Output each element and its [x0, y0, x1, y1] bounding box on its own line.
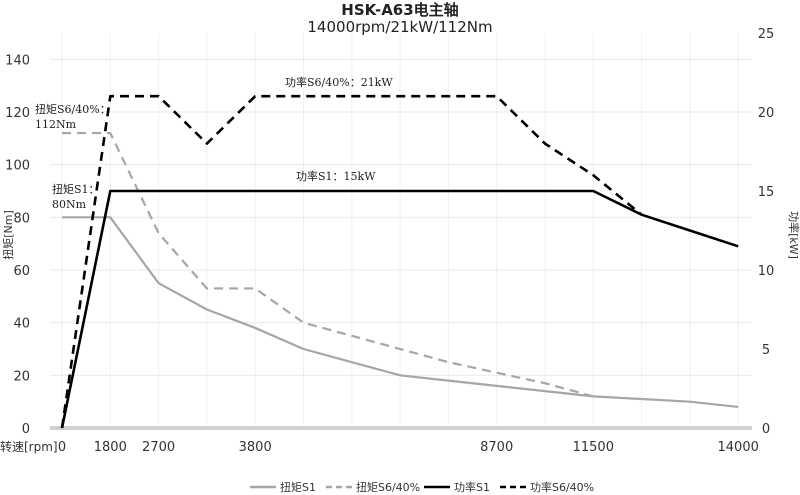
y2-tick-label: 20 [758, 106, 775, 121]
x-tick-label: 14000 [718, 440, 759, 455]
y-axis-label: 扭矩[Nm] [1, 210, 15, 260]
y2-tick-label: 5 [762, 343, 770, 358]
legend-label: 扭矩S1 [280, 480, 316, 494]
y-tick-label: 120 [5, 106, 30, 121]
legend: 扭矩S1 扭矩S6/40% 功率S1 功率S6/40% [250, 480, 594, 494]
y2-tick-label: 10 [758, 264, 775, 279]
legend-label: 扭矩S6/40% [356, 480, 420, 494]
y-tick-label: 0 [22, 422, 30, 437]
x-tick-label: 8700 [480, 440, 513, 455]
x-axis-label: 转速[rpm] [0, 439, 58, 454]
legend-item: 扭矩S1 [250, 480, 316, 494]
y2-tick-label: 15 [758, 185, 775, 200]
series-line-功率S1 [60, 189, 739, 429]
grid [50, 33, 752, 430]
x-tick-label: 11500 [573, 440, 614, 455]
annotation-torque-s6-line2: 112Nm [35, 118, 77, 131]
legend-label: 功率S1 [454, 480, 490, 494]
x-tick-label: 0 [58, 440, 66, 455]
legend-item: 扭矩S6/40% [326, 480, 420, 494]
y-tick-label: 60 [13, 264, 30, 279]
annotation-torque-s1-line1: 扭矩S1： [52, 182, 100, 196]
y-tick-label: 140 [5, 53, 30, 68]
y-tick-label: 40 [13, 317, 30, 332]
annotation-power-s1: 功率S1：15kW [296, 169, 376, 183]
legend-item: 功率S6/40% [500, 480, 594, 494]
x-tick-label: 1800 [94, 440, 127, 455]
y-tick-label: 20 [13, 369, 30, 384]
chart-title: HSK-A63电主轴 [341, 1, 458, 19]
y2-tick-label: 0 [762, 422, 770, 437]
x-tick-label: 3800 [239, 440, 272, 455]
annotation-torque-s6-line1: 扭矩S6/40%： [35, 102, 111, 116]
legend-label: 功率S6/40% [530, 480, 594, 494]
y-tick-label: 100 [5, 159, 30, 174]
axis-ticks: 0 1800 2700 3800 8700 11500 140000204060801001… [5, 27, 774, 455]
y-tick-label: 80 [13, 211, 30, 226]
y2-tick-label: 25 [758, 27, 775, 42]
annotation-power-s6: 功率S6/40%：21kW [285, 75, 393, 89]
annotation-torque-s1-line2: 80Nm [52, 198, 87, 211]
legend-item: 功率S1 [424, 480, 490, 494]
x-tick-label: 2700 [142, 440, 175, 455]
chart-subtitle: 14000rpm/21kW/112Nm [307, 18, 492, 36]
y2-axis-label: 功率[kW] [787, 211, 800, 259]
series-line-扭矩S1 [62, 216, 739, 409]
series-line-扭矩S6/40% [62, 131, 594, 398]
series-line-功率S6/40% [60, 94, 643, 429]
series-lines [60, 94, 739, 429]
